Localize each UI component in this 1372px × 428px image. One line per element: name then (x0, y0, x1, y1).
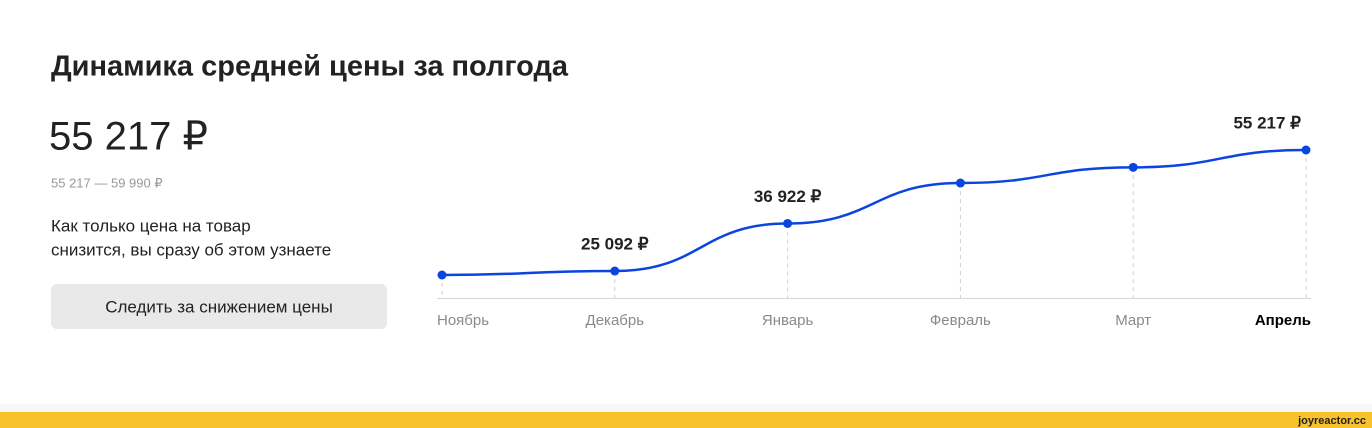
point (955, 178, 965, 188)
price-line (441, 148, 1307, 277)
point (1301, 145, 1311, 155)
price-range: 55 217 — 59 990 ₽ (51, 175, 163, 190)
point (783, 218, 793, 228)
title: Динамика средней цены за полгода (51, 51, 569, 83)
month-label: Январь (762, 312, 814, 329)
month-label: Март (1115, 312, 1151, 329)
value-label: 55 217 ₽ (1233, 113, 1301, 132)
point (1128, 162, 1138, 172)
note-line: снизится, вы сразу об этом узнаете (51, 240, 331, 259)
track-button[interactable]: Следить за снижением цены (51, 284, 387, 329)
month-label: Февраль (930, 312, 991, 329)
month-label: Апрель (1255, 312, 1311, 329)
price: 55 217 ₽ (49, 115, 208, 159)
button-label[interactable]: Следить за снижением цены (105, 297, 333, 316)
value-label: 25 092 ₽ (581, 234, 649, 253)
point (437, 270, 447, 280)
chart: Ноябрь 25 092 ₽ Декабрь 36 922 ₽ Январь Февра… (437, 113, 1311, 328)
month-label: Ноябрь (437, 312, 489, 329)
value-label: 36 922 ₽ (754, 187, 822, 206)
month-label: Декабрь (586, 312, 645, 329)
button-bg[interactable] (51, 284, 387, 329)
footer-gap (0, 404, 1372, 412)
watermark: joyreactor.cc (1297, 415, 1366, 427)
footer-bar (0, 412, 1372, 428)
point (610, 266, 620, 276)
note-line: Как только цена на товар (51, 216, 251, 235)
